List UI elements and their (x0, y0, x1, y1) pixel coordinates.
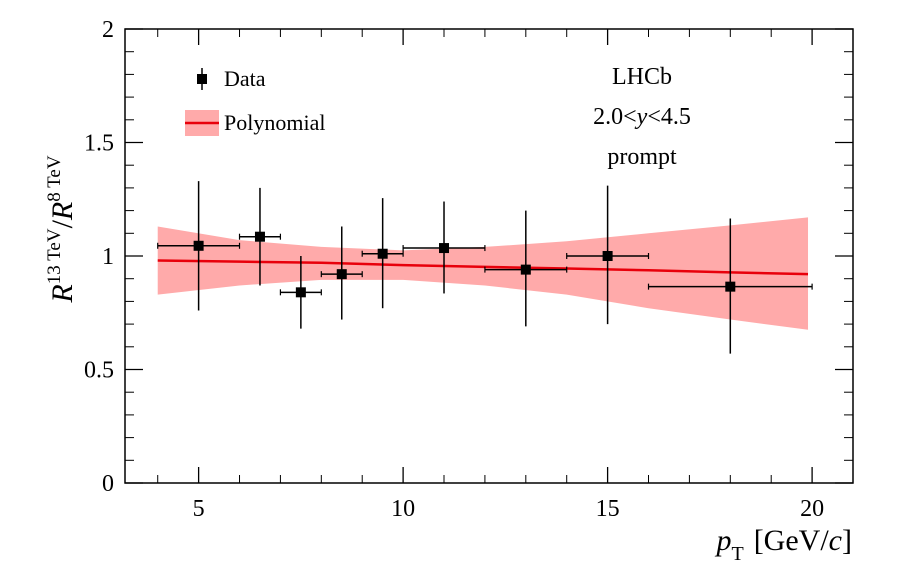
data-marker-1 (193, 240, 204, 251)
fit-uncertainty-band (157, 217, 809, 330)
x-tick-label-3: 15 (596, 496, 620, 522)
y-tick-label-4: 1.5 (84, 131, 114, 157)
data-marker-8 (602, 251, 613, 261)
y-tick-label-5: 2 (102, 17, 114, 43)
x-axis-title: pT [GeV/c] (714, 524, 852, 565)
data-marker-9 (725, 281, 736, 292)
legend-data-marker (197, 74, 207, 84)
annotation-rapidity: 2.0<y<4.5 (593, 104, 691, 130)
data-point-6 (402, 201, 486, 294)
data-point-8 (566, 185, 650, 325)
x-tick-label-1: 5 (193, 496, 205, 522)
data-marker-7 (520, 264, 531, 275)
axis-ticks: 5 10 15 20 0 0.5 1 1.5 2 (84, 17, 854, 522)
data-point-4 (320, 226, 363, 320)
plot-frame (124, 28, 854, 484)
data-marker-4 (336, 269, 347, 280)
data-point-3 (279, 256, 322, 329)
data-marker-2 (254, 231, 265, 242)
legend: Data Polynomial (185, 66, 325, 136)
data-marker-6 (439, 243, 450, 254)
y-tick-label-2: 0.5 (84, 358, 114, 384)
y-tick-label-1: 0 (102, 471, 114, 497)
x-tick-label-2: 10 (391, 496, 415, 522)
legend-polynomial-label: Polynomial (224, 110, 325, 135)
annotation-lhcb: LHCb (612, 64, 672, 90)
data-point-2 (238, 187, 282, 286)
annotation-prompt: prompt (607, 144, 677, 170)
plot-layer (157, 181, 813, 354)
data-marker-3 (295, 287, 306, 298)
annotations: LHCb 2.0<y<4.5 prompt (593, 64, 691, 170)
data-point-5 (361, 198, 404, 309)
data-marker-5 (377, 248, 388, 259)
data-point-7 (484, 210, 568, 327)
y-axis-title: R13 TeV/R8 TeV (44, 155, 79, 303)
data-point-1 (157, 181, 241, 311)
y-tick-label-3: 1 (102, 244, 114, 270)
legend-data-label: Data (224, 66, 266, 91)
data-point-9 (647, 218, 813, 354)
x-tick-label-4: 20 (800, 496, 824, 522)
